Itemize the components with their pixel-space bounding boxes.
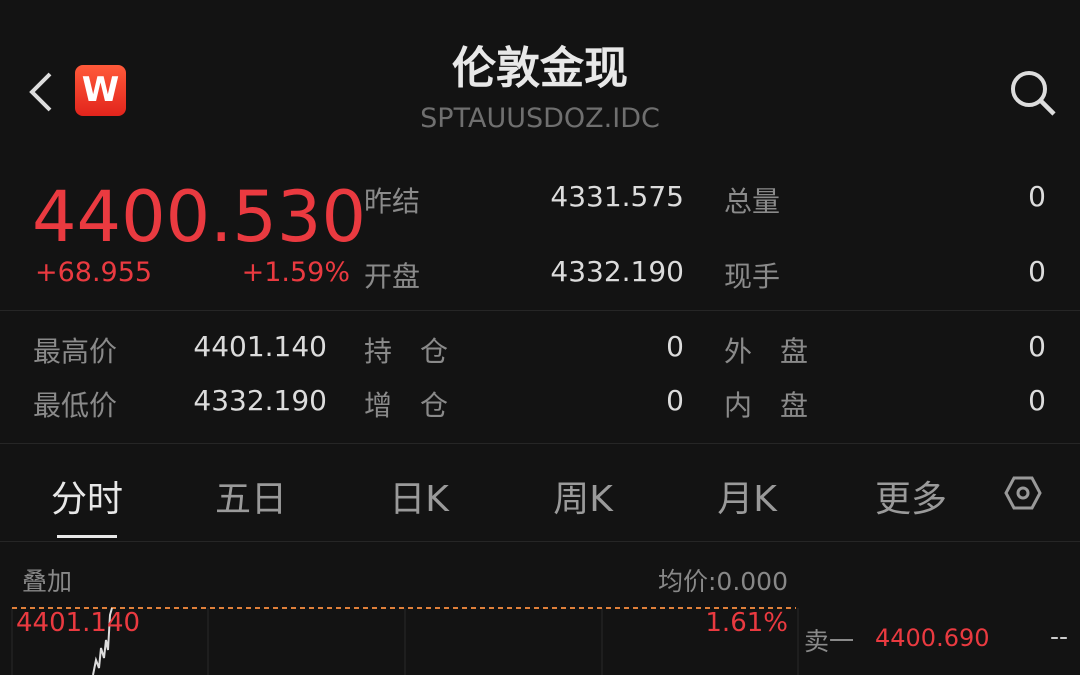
chart-high-label: 4401.140: [16, 608, 141, 638]
stat-value: 4401.140: [193, 330, 327, 363]
settings-hexagon-icon: [1004, 476, 1042, 510]
ask1-volume: --: [1049, 622, 1068, 651]
stat-value: 4331.575: [550, 180, 684, 213]
stat-label: 总量: [724, 185, 781, 218]
stat-label: 最低价: [33, 389, 118, 422]
tab-intraday[interactable]: 分时: [50, 479, 123, 520]
instrument-code: SPTAUUSDOZ.IDC: [420, 103, 660, 134]
divider: [0, 443, 1080, 444]
stat-label: 开盘: [364, 260, 421, 293]
tab-five-day[interactable]: 五日: [214, 479, 287, 520]
search-button[interactable]: [1008, 68, 1058, 122]
stat-label: 内 盘: [724, 389, 809, 422]
stat-value: 0: [1028, 330, 1046, 363]
stat-value: 0: [666, 384, 684, 417]
intraday-chart: [11, 607, 799, 675]
ask1-price: 4400.690: [875, 624, 990, 652]
search-icon: [1011, 71, 1056, 116]
price-change: +68.955: [35, 257, 153, 288]
stat-value: 0: [1028, 384, 1046, 417]
page-title: 伦敦金现: [452, 43, 628, 94]
tab-weekly-k[interactable]: 周K: [553, 479, 613, 520]
price-change-pct: +1.59%: [241, 257, 350, 288]
stat-label: 外 盘: [724, 335, 809, 368]
tab-daily-k[interactable]: 日K: [389, 479, 449, 520]
stat-value: 4332.190: [193, 384, 327, 417]
stat-value: 4332.190: [550, 255, 684, 288]
stat-label: 持 仓: [364, 335, 449, 368]
tab-more[interactable]: 更多: [874, 479, 947, 520]
stat-label: 增 仓: [364, 389, 449, 422]
active-tab-indicator: [57, 535, 117, 538]
tab-monthly-k[interactable]: 月K: [717, 479, 777, 520]
app-logo: W: [75, 65, 126, 116]
ask1-label: 卖一: [804, 627, 855, 656]
stat-value: 0: [1028, 255, 1046, 288]
avg-price: 均价:0.000: [658, 567, 788, 596]
last-price: 4400.530: [32, 176, 367, 258]
overlay-button[interactable]: 叠加: [22, 567, 73, 596]
chart-settings-button[interactable]: [1004, 474, 1042, 516]
stat-label: 现手: [724, 260, 781, 293]
stat-label: 昨结: [364, 185, 421, 218]
chevron-left-icon: [29, 72, 52, 112]
chart-high-pct: 1.61%: [705, 608, 788, 638]
divider: [0, 310, 1080, 311]
stat-value: 0: [666, 330, 684, 363]
back-button[interactable]: [26, 70, 54, 114]
stat-value: 0: [1028, 180, 1046, 213]
stat-label: 最高价: [33, 335, 118, 368]
price-line: [92, 607, 113, 675]
divider: [0, 541, 1080, 542]
